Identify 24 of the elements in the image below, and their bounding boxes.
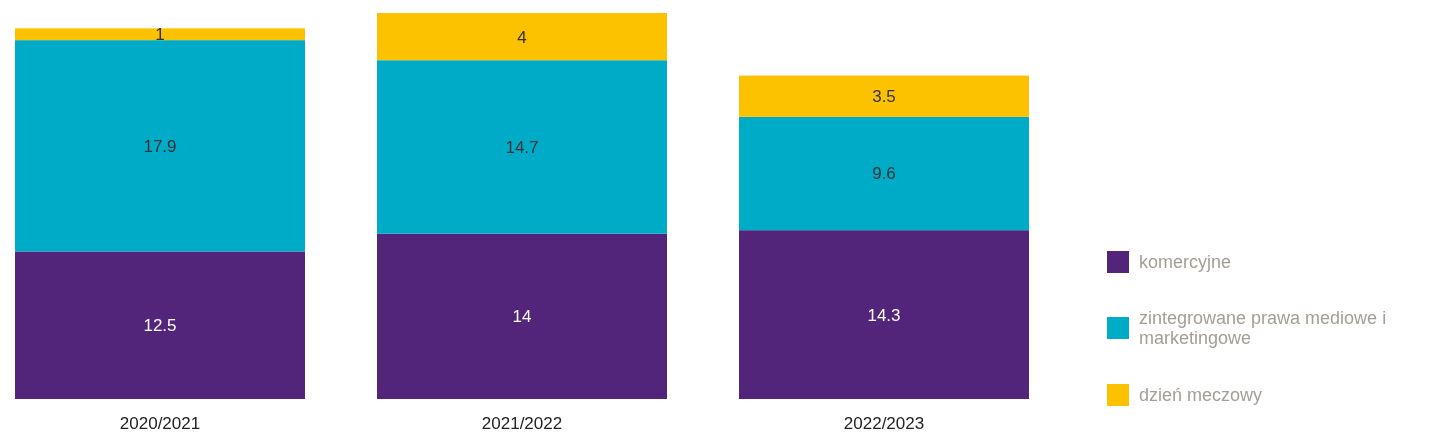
data-label: 14 (512, 307, 532, 327)
bar (377, 60, 667, 234)
bar (15, 251, 305, 399)
x-tick-label: 2021/2022 (481, 414, 563, 434)
bar (377, 233, 667, 399)
data-label: 1 (155, 25, 165, 45)
data-label: 12.5 (143, 316, 177, 336)
bar (377, 13, 667, 61)
data-label: 14.3 (867, 305, 901, 325)
data-label: 3.5 (872, 87, 896, 107)
bar (739, 230, 1029, 399)
x-tick-label: 2022/2023 (843, 414, 925, 434)
data-label: 4 (517, 27, 527, 47)
bar (15, 40, 305, 252)
legend-label: zintegrowane prawa mediowe i marketingowe (1139, 308, 1387, 349)
bar (15, 28, 305, 41)
data-label: 17.9 (143, 136, 177, 156)
legend-label: komercyjne (1139, 252, 1232, 273)
bar (739, 116, 1029, 231)
x-tick-label: 2020/2021 (119, 414, 201, 434)
legend-label: dzień meczowy (1139, 385, 1263, 406)
data-label: 14.7 (505, 137, 539, 157)
bar (739, 75, 1029, 117)
data-label: 9.6 (872, 164, 896, 184)
